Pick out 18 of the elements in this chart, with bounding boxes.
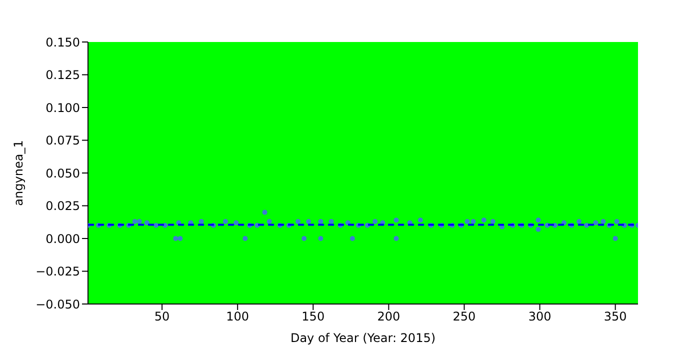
y-axis-title: angynea_1 [11, 140, 26, 206]
x-tick-label: 350 [604, 310, 627, 324]
y-tick-label: 0.150 [46, 35, 80, 50]
x-tick-label: 300 [528, 310, 552, 324]
x-axis-title: Day of Year (Year: 2015) [290, 331, 436, 345]
y-tick-label: 0.100 [46, 100, 80, 115]
y-tick-label: 0.025 [46, 199, 80, 214]
y-tick-label: −0.025 [36, 264, 80, 279]
x-tick-label: 250 [452, 310, 476, 324]
x-tick-label: 100 [226, 310, 250, 324]
y-tick-label: 0.125 [46, 68, 80, 82]
x-tick-label: 50 [154, 310, 170, 324]
y-tick-label: −0.050 [36, 297, 80, 312]
x-tick-label: 200 [377, 310, 400, 324]
y-tick-label: 0.050 [46, 166, 80, 180]
y-tick-label: 0.000 [46, 232, 80, 246]
x-tick-label: 150 [302, 310, 325, 324]
y-tick-label: 0.075 [46, 134, 80, 148]
